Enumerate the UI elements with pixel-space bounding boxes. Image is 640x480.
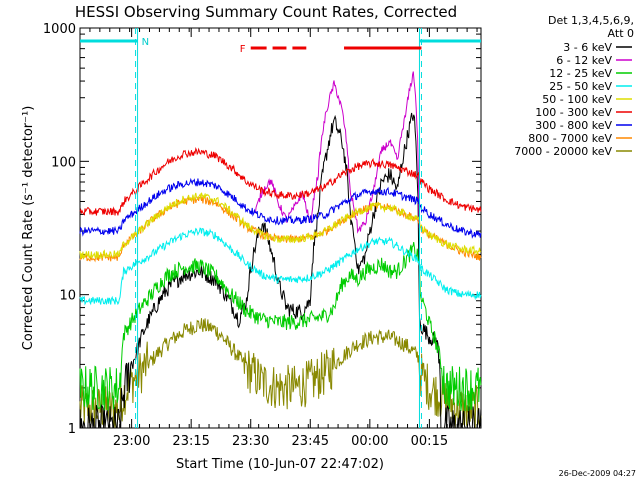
legend-label: 800 - 7000 keV — [528, 132, 612, 145]
chart-title: HESSI Observing Summary Count Rates, Cor… — [75, 3, 457, 21]
legend-label: 50 - 100 keV — [542, 93, 612, 106]
legend-label: 12 - 25 keV — [549, 67, 612, 80]
legend-label: 3 - 6 keV — [563, 41, 612, 54]
x-tick-label: 23:30 — [232, 434, 269, 449]
x-tick-label: 23:15 — [172, 434, 209, 449]
plot-area: 1 10 100 1000 23:00 23:15 23:30 23:45 00:00 00:15… — [43, 22, 482, 449]
series-line — [79, 242, 482, 412]
flare-label: F — [240, 44, 246, 55]
legend-label: 100 - 300 keV — [535, 106, 612, 119]
y-tick-label: 100 — [51, 155, 76, 170]
x-tick-label: 23:00 — [113, 434, 150, 449]
series-line — [79, 177, 482, 239]
x-tick-label: 00:00 — [351, 434, 388, 449]
legend-label: 300 - 800 keV — [535, 119, 612, 132]
y-tick-label: 10 — [59, 289, 76, 304]
series-line — [79, 192, 482, 260]
legend-header-line-2: Att 0 — [608, 27, 634, 40]
footer-date: 26-Dec-2009 04:27 — [559, 469, 636, 478]
legend-label: 25 - 50 keV — [549, 80, 612, 93]
plot-frame — [79, 27, 482, 429]
legend-header-line-1: Det 1,3,4,5,6,9, — [548, 14, 634, 27]
series-line — [79, 318, 482, 429]
x-tick-label: 00:15 — [411, 434, 448, 449]
series-line — [79, 112, 482, 429]
y-tick-label: 1 — [68, 422, 76, 437]
series-line — [79, 227, 482, 306]
y-tick-label: 1000 — [43, 22, 76, 37]
x-axis-label: Start Time (10-Jun-07 22:47:02) — [176, 457, 384, 472]
series-line — [254, 71, 420, 234]
night-label: N — [142, 37, 149, 48]
y-axis-label: Corrected Count Rate (s⁻¹ detector⁻¹) — [21, 106, 36, 351]
x-tick-label: 23:45 — [292, 434, 329, 449]
legend-label: 7000 - 20000 keV — [514, 145, 612, 158]
legend-label: 6 - 12 keV — [556, 54, 612, 67]
series-line — [79, 146, 482, 216]
